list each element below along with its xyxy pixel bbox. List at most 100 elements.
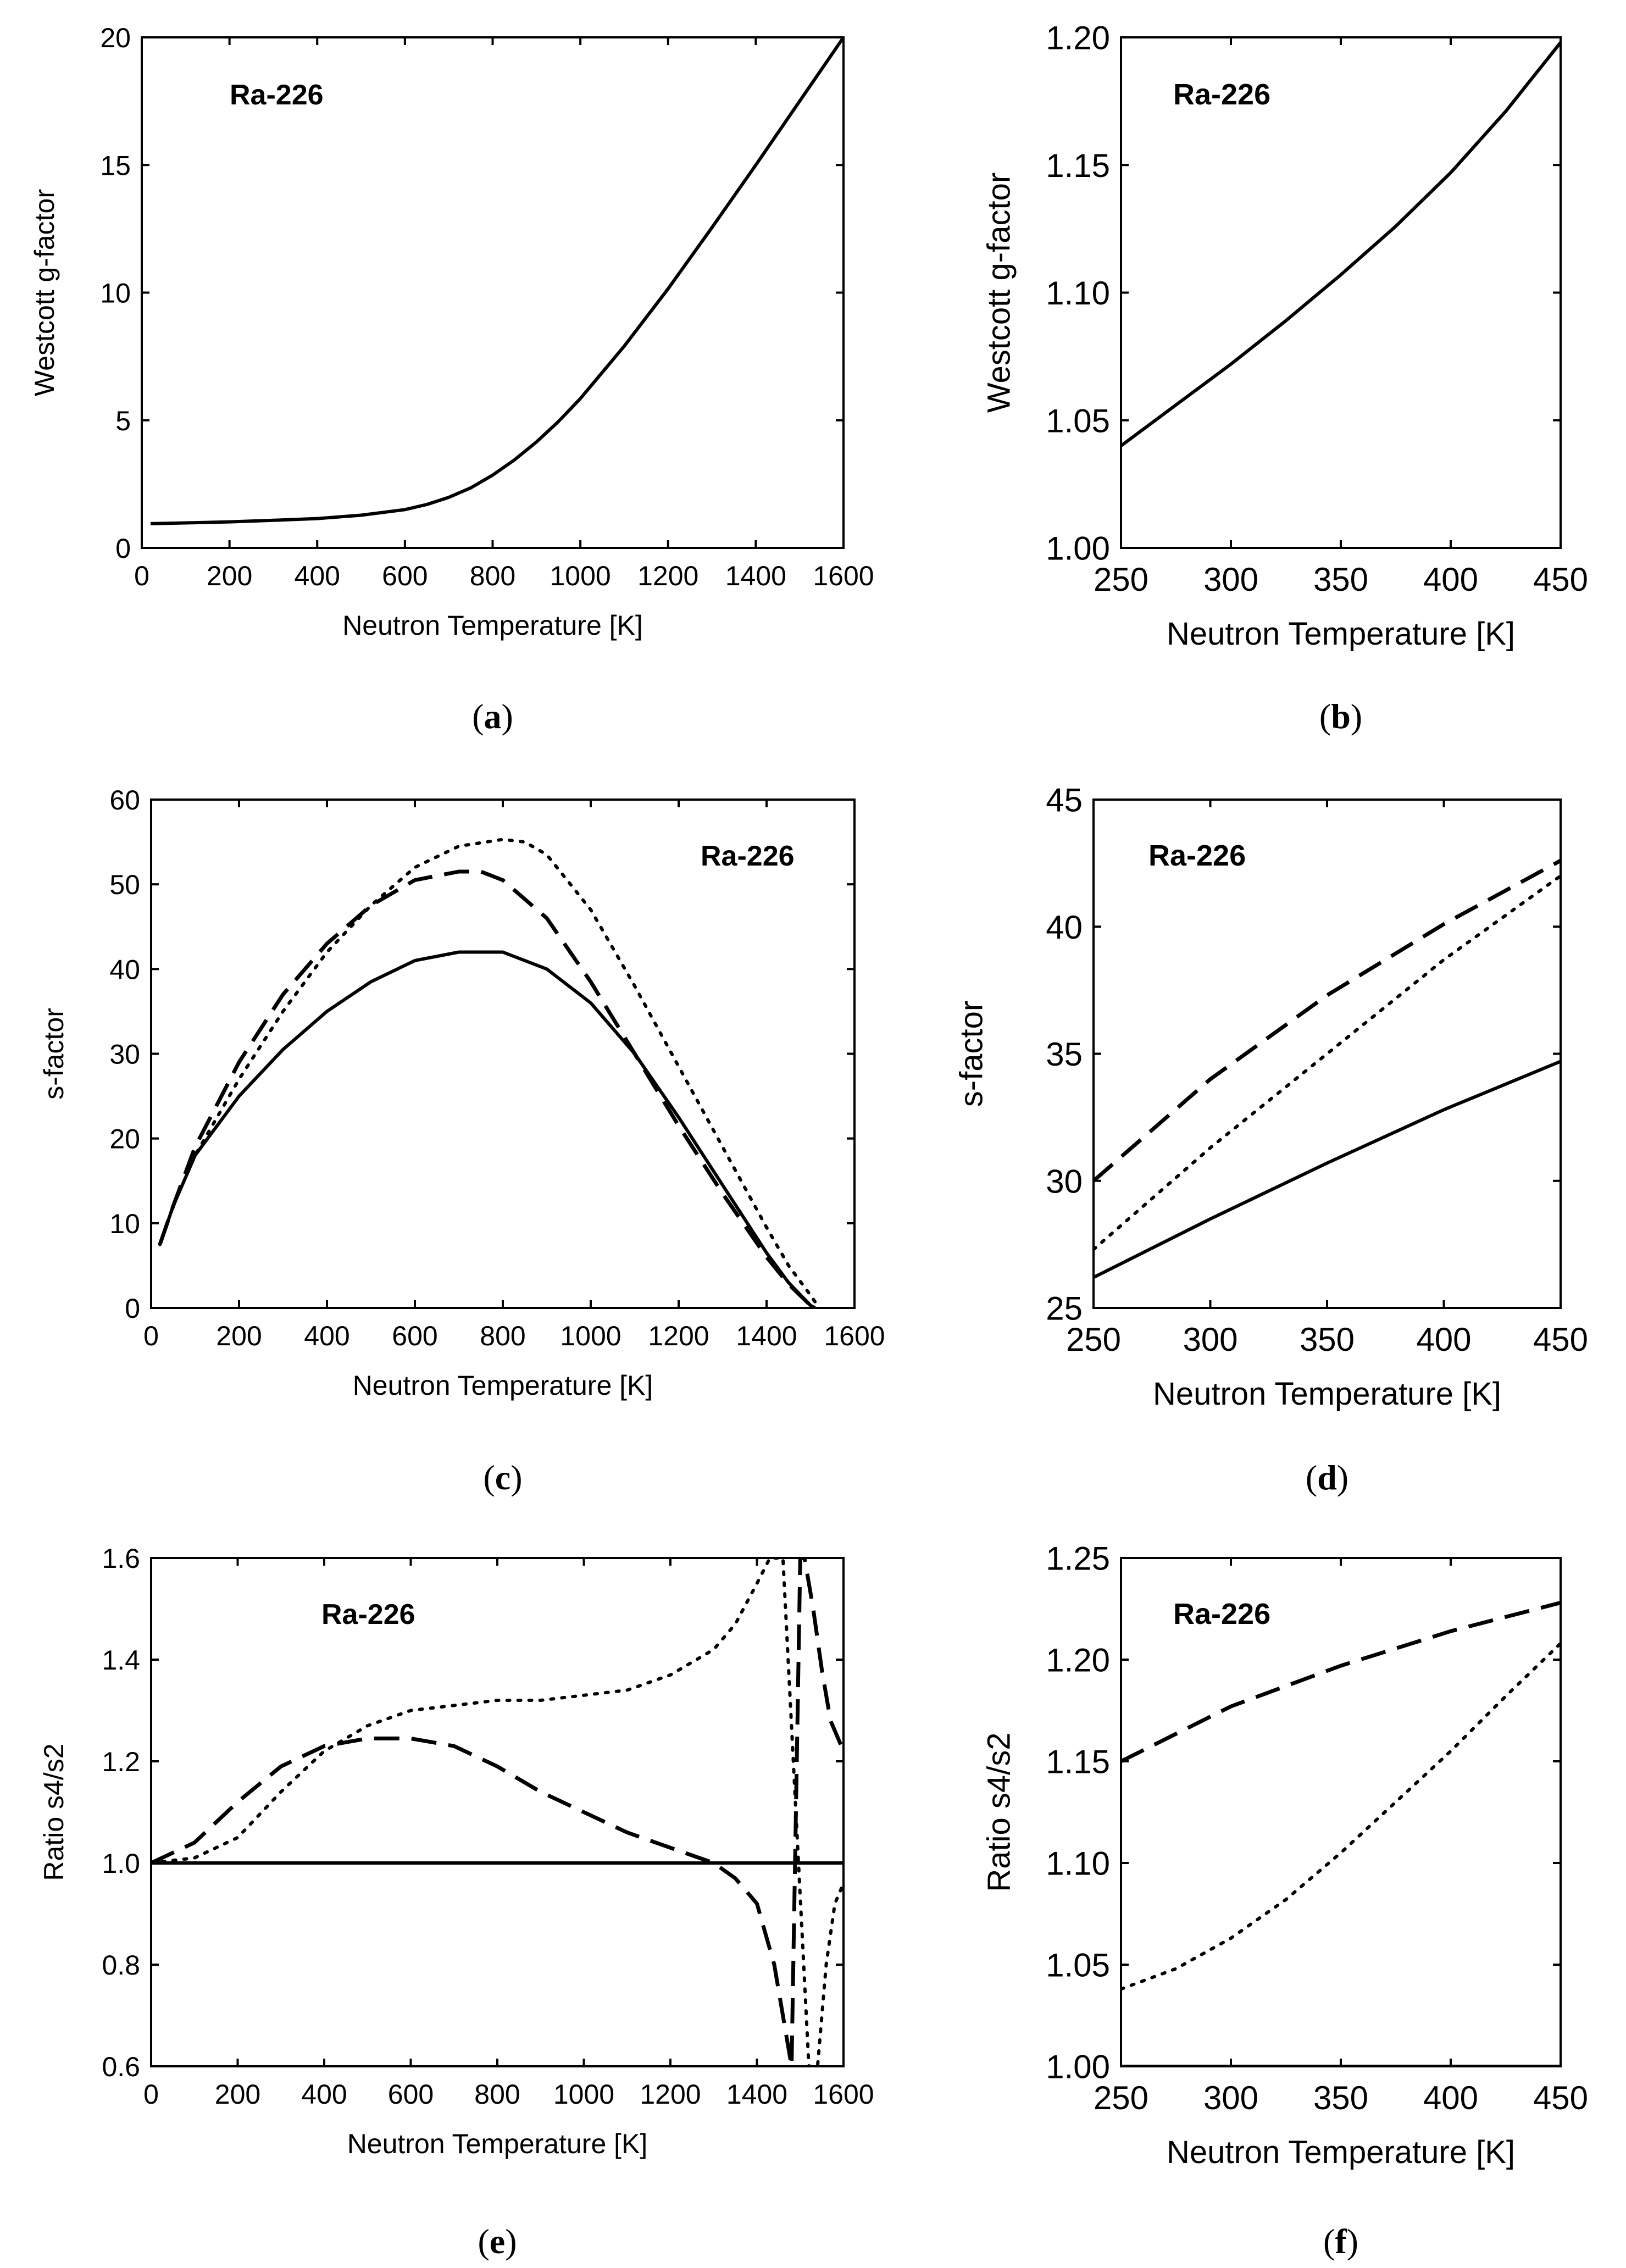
y-tick-label: 1.20	[1046, 20, 1110, 57]
x-tick-label: 400	[1423, 2080, 1478, 2116]
y-tick-label: 5	[115, 406, 131, 436]
y-tick-label: 1.20	[1046, 1642, 1110, 1679]
x-tick-label: 1400	[725, 561, 786, 591]
panel-caption-letter: e	[490, 2222, 505, 2261]
x-tick-label: 250	[1066, 1321, 1121, 1358]
y-tick-label: 20	[100, 23, 131, 53]
series-line-dotted	[1094, 874, 1561, 1251]
x-tick-label: 1000	[553, 2079, 614, 2110]
chart-panel-d: 250 300 350 400 450 25 30 35 40 45 Neutron Tempera…	[953, 782, 1588, 1497]
x-tick-label: 600	[388, 2079, 434, 2110]
x-tick-label: 1200	[637, 561, 698, 591]
panel-caption-letter: d	[1317, 1458, 1337, 1497]
x-axis-label: Neutron Temperature [K]	[1167, 2134, 1515, 2170]
x-tick-label: 800	[474, 2079, 520, 2110]
inset-label: Ra-226	[1173, 1598, 1270, 1631]
chart-panel-a: 0 200 400 600 800 1000 1200 1400 1600 0 5 10 15 20 Neu…	[29, 23, 874, 736]
y-axis-label: Westcott g-factor	[29, 189, 60, 396]
x-tick-label: 1200	[648, 1321, 709, 1351]
plot-frame	[1092, 798, 1562, 1309]
y-axis-label: Ratio s4/s2	[981, 1732, 1017, 1892]
panel-caption-letter: b	[1331, 697, 1351, 736]
x-tick-label: 200	[216, 1321, 262, 1351]
series-line-g-factor	[150, 37, 843, 525]
y-tick-label: 10	[109, 1208, 140, 1239]
x-axis-label: Neutron Temperature [K]	[347, 2128, 648, 2159]
y-tick-label: 50	[109, 869, 140, 900]
x-tick-label: 1000	[550, 561, 611, 591]
y-tick-label: 60	[109, 785, 140, 816]
y-tick-label: 15	[100, 150, 131, 181]
y-tick-label: 1.2	[102, 1746, 140, 1777]
plot-frame	[141, 36, 845, 549]
x-tick-label: 400	[301, 2079, 347, 2110]
x-tick-label: 450	[1533, 2080, 1588, 2116]
y-axis-label: Ratio s4/s2	[38, 1743, 69, 1881]
series-group	[158, 838, 821, 1308]
plot-frame	[1120, 36, 1562, 549]
x-axis-label: Neutron Temperature [K]	[353, 1370, 653, 1401]
inset-label: Ra-226	[1148, 839, 1246, 872]
series-group	[150, 37, 843, 525]
y-tick-label: 1.4	[102, 1645, 140, 1676]
y-tick-label: 1.05	[1046, 402, 1110, 439]
chart-panel-f: 250 300 350 400 450 1.00 1.05 1.10 1.15 1.20 1.25 N…	[981, 1540, 1588, 2261]
chart-panel-b: 250 300 350 400 450 1.00 1.05 1.10 1.15 1.20 Neutr…	[981, 20, 1588, 736]
y-tick-label: 45	[1046, 782, 1083, 819]
y-tick-label: 40	[1046, 909, 1083, 946]
chart-panel-c: 0 200 400 600 800 1000 1200 1400 1600 0 10 20 30 40 50…	[38, 785, 885, 1497]
y-tick-label: 20	[109, 1124, 140, 1155]
panel-caption: (f)	[1323, 2222, 1358, 2261]
series-line-solid	[1094, 1060, 1561, 1279]
chart-panel-e: 0 200 400 600 800 1000 1200 1400 1600 0.6 0.8 1.0 1.…	[38, 1543, 874, 2261]
panel-caption: (d)	[1306, 1458, 1348, 1497]
panel-caption-letter: c	[495, 1458, 510, 1497]
inset-label: Ra-226	[230, 79, 324, 111]
x-tick-label: 350	[1300, 1321, 1355, 1358]
y-tick-label: 1.10	[1046, 1845, 1110, 1882]
x-tick-label: 1000	[560, 1321, 621, 1351]
series-line-dotted	[1121, 1642, 1561, 1991]
x-tick-label: 1400	[726, 2079, 787, 2110]
y-tick-label: 25	[1046, 1290, 1083, 1327]
x-tick-label: 450	[1533, 561, 1588, 598]
x-axis-label: Neutron Temperature [K]	[1167, 616, 1515, 652]
x-tick-label: 300	[1203, 561, 1258, 598]
x-tick-label: 400	[1423, 561, 1478, 598]
x-tick-label: 250	[1094, 2080, 1148, 2116]
x-tick-label: 600	[392, 1321, 437, 1351]
series-group	[151, 1558, 843, 2066]
x-tick-label: 200	[215, 2079, 260, 2110]
panel-caption-letter: a	[484, 697, 502, 736]
x-tick-label: 0	[143, 1321, 159, 1351]
x-tick-label: 800	[470, 561, 515, 591]
series-line-dotted	[151, 1558, 843, 2066]
inset-label: Ra-226	[321, 1599, 415, 1631]
x-tick-label: 450	[1533, 1321, 1588, 1358]
x-tick-label: 300	[1203, 2080, 1258, 2116]
plot-frame	[1120, 1557, 1562, 2067]
x-tick-label: 0	[143, 2079, 159, 2110]
y-axis-label: s-factor	[38, 1008, 69, 1100]
panel-caption: (c)	[483, 1458, 522, 1497]
series-line-dashed	[1094, 858, 1561, 1183]
y-tick-label: 1.0	[102, 1848, 140, 1879]
x-axis-label: Neutron Temperature [K]	[1153, 1376, 1501, 1412]
x-tick-label: 1600	[813, 561, 874, 591]
series-line-dashed	[1121, 1601, 1561, 1764]
y-axis-label: Westcott g-factor	[981, 173, 1017, 413]
x-tick-label: 400	[295, 561, 340, 591]
y-tick-label: 0	[125, 1293, 140, 1324]
y-tick-label: 1.15	[1046, 147, 1110, 184]
x-axis-label: Neutron Temperature [K]	[342, 610, 643, 641]
y-tick-label: 1.00	[1046, 530, 1110, 567]
y-axis-label: s-factor	[953, 1001, 989, 1107]
inset-label: Ra-226	[701, 840, 795, 872]
series-line-dotted	[158, 838, 821, 1308]
y-tick-label: 1.05	[1046, 1947, 1110, 1984]
series-line-solid	[158, 950, 816, 1308]
x-tick-label: 400	[1416, 1321, 1471, 1358]
x-tick-label: 350	[1313, 561, 1368, 598]
series-line-dashed	[158, 869, 816, 1308]
